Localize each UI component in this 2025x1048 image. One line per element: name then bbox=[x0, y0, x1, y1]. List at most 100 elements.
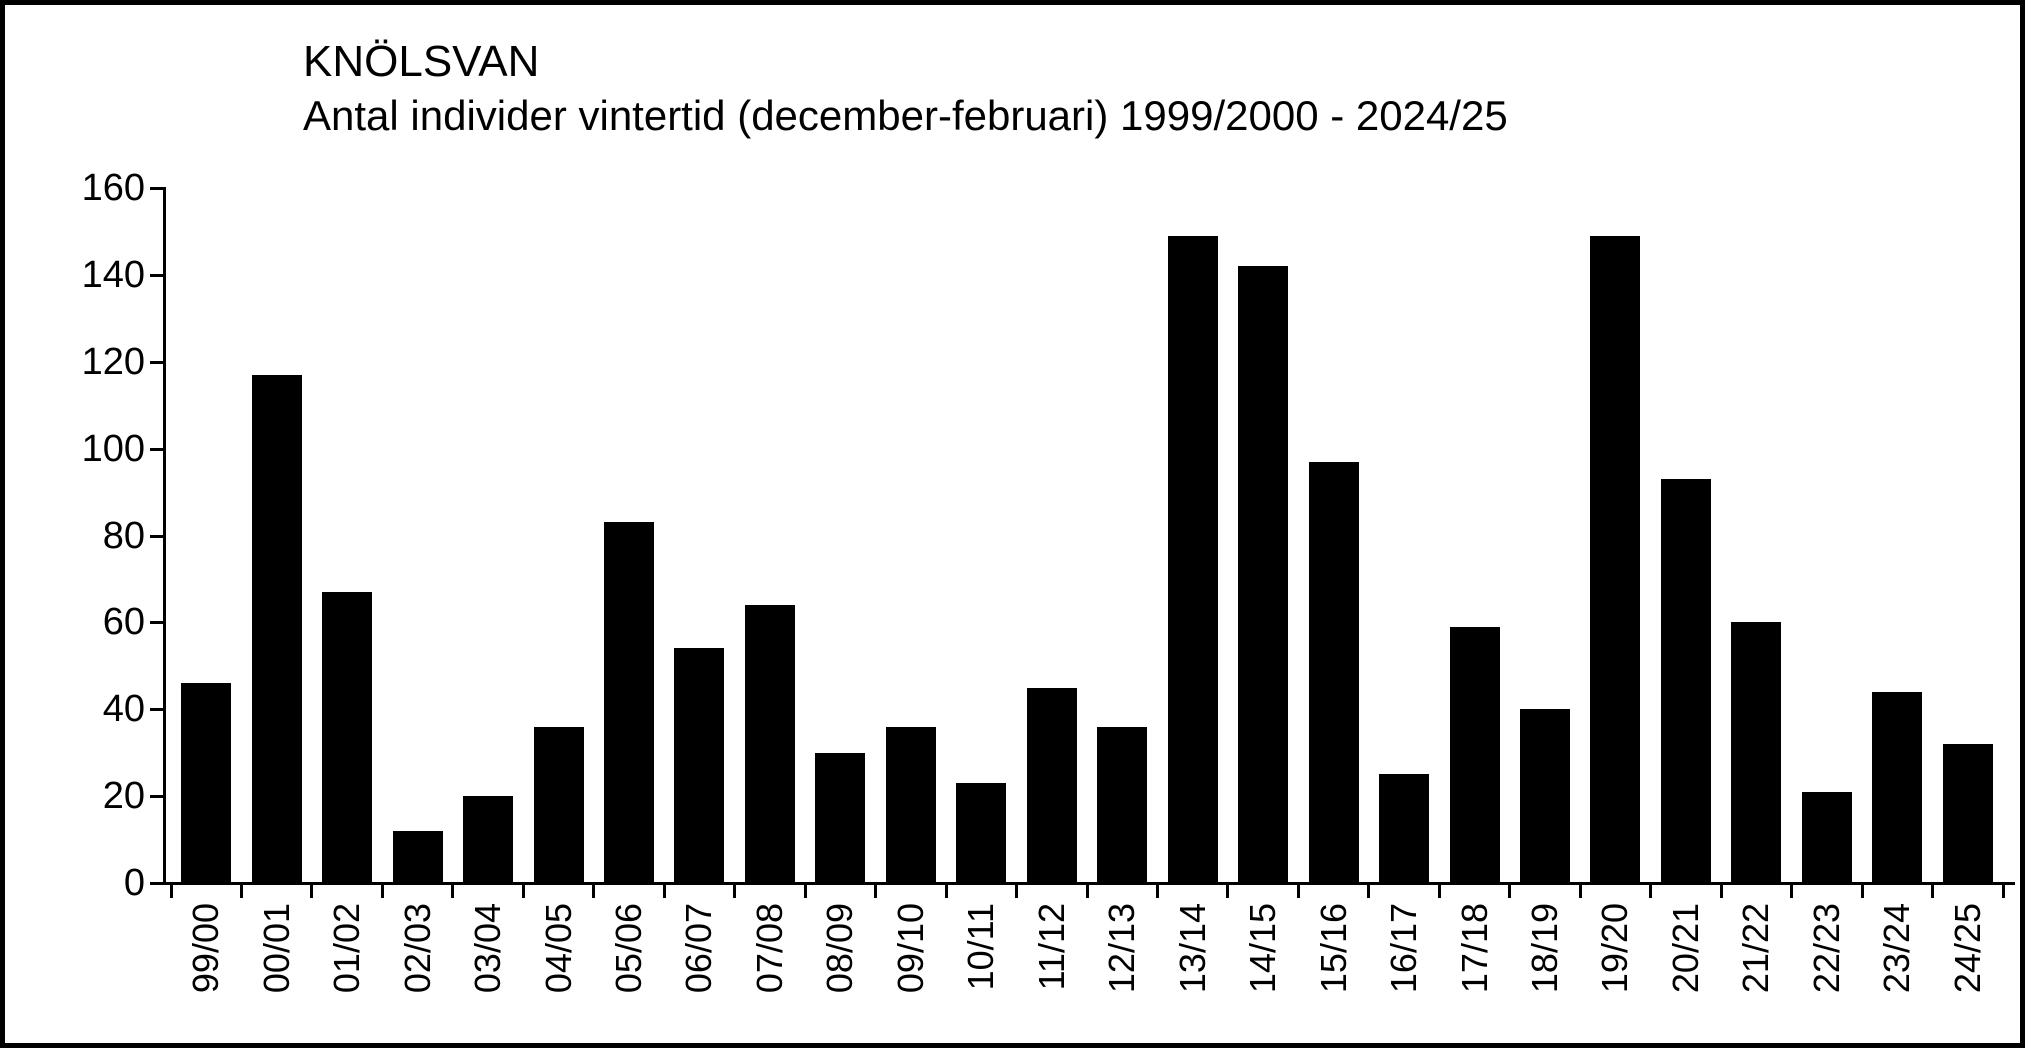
x-tick-mark bbox=[1367, 885, 1371, 898]
y-tick-mark bbox=[150, 621, 163, 625]
bar-02-03 bbox=[392, 830, 443, 883]
y-tick-mark bbox=[150, 795, 163, 799]
x-tick-mark bbox=[451, 885, 455, 898]
x-tick-label: 07/08 bbox=[745, 903, 795, 1028]
x-tick-mark bbox=[310, 885, 314, 898]
x-tick-mark bbox=[662, 885, 666, 898]
x-tick-mark bbox=[1155, 885, 1159, 898]
x-tick-label-text: 07/08 bbox=[748, 903, 790, 994]
x-tick-mark bbox=[803, 885, 807, 898]
y-tick-label: 0 bbox=[123, 862, 145, 904]
bar-14-15 bbox=[1238, 266, 1289, 883]
bar-03-04 bbox=[463, 796, 514, 883]
x-tick-mark bbox=[169, 885, 173, 898]
x-tick-label-text: 04/05 bbox=[537, 903, 579, 994]
x-tick-label: 10/11 bbox=[956, 903, 1006, 1028]
x-tick-label-text: 11/12 bbox=[1030, 903, 1072, 991]
x-tick-mark bbox=[1860, 885, 1864, 898]
x-tick-label: 99/00 bbox=[181, 903, 231, 1028]
title-block: KNÖLSVAN Antal individer vintertid (dece… bbox=[303, 35, 1508, 143]
x-tick-mark bbox=[1015, 885, 1019, 898]
x-tick-mark bbox=[592, 885, 596, 898]
x-tick-mark bbox=[1931, 885, 1935, 898]
x-tick-label: 05/06 bbox=[604, 903, 654, 1028]
x-tick-mark bbox=[1508, 885, 1512, 898]
x-tick-mark bbox=[874, 885, 878, 898]
x-tick-label: 04/05 bbox=[534, 903, 584, 1028]
bar-16-17 bbox=[1379, 774, 1430, 883]
bar-06-07 bbox=[674, 648, 725, 883]
x-tick-label-text: 09/10 bbox=[889, 903, 931, 994]
x-tick-label: 09/10 bbox=[886, 903, 936, 1028]
x-tick-label-text: 03/04 bbox=[467, 903, 509, 994]
x-tick-label-text: 14/15 bbox=[1242, 903, 1284, 994]
bar-04-05 bbox=[533, 726, 584, 883]
bar-24-25 bbox=[1942, 744, 1993, 883]
x-tick-mark bbox=[380, 885, 384, 898]
y-axis-line bbox=[163, 187, 166, 885]
x-tick-label-text: 18/19 bbox=[1524, 903, 1565, 994]
bar-23-24 bbox=[1872, 691, 1923, 883]
bar-00-01 bbox=[251, 374, 302, 883]
x-tick-label-text: 21/22 bbox=[1735, 903, 1777, 994]
x-tick-mark bbox=[1649, 885, 1653, 898]
x-tick-label: 20/21 bbox=[1661, 903, 1711, 1028]
bar-19-20 bbox=[1590, 235, 1641, 883]
x-tick-label: 13/14 bbox=[1168, 903, 1218, 1028]
x-tick-label: 11/12 bbox=[1027, 903, 1077, 1028]
bar-99-00 bbox=[181, 683, 232, 883]
x-tick-mark bbox=[239, 885, 243, 898]
y-tick-label: 40 bbox=[102, 688, 145, 731]
x-tick-mark bbox=[1437, 885, 1441, 898]
x-tick-label: 08/09 bbox=[815, 903, 865, 1028]
bar-17-18 bbox=[1449, 626, 1500, 883]
x-tick-label-text: 01/02 bbox=[326, 903, 368, 994]
y-tick-label: 20 bbox=[102, 775, 145, 818]
x-tick-label: 14/15 bbox=[1238, 903, 1288, 1028]
x-tick-label-text: 10/11 bbox=[960, 903, 1002, 991]
x-tick-label: 22/23 bbox=[1802, 903, 1852, 1028]
bar-20-21 bbox=[1660, 479, 1711, 883]
x-tick-mark bbox=[733, 885, 737, 898]
plot-area: 0 20 40 60 80 100 120 140 160 99/00 00/01 01/02 02/… bbox=[5, 5, 2020, 1043]
x-tick-label: 18/19 bbox=[1520, 903, 1570, 1028]
x-tick-label: 06/07 bbox=[674, 903, 724, 1028]
x-tick-mark bbox=[1226, 885, 1230, 898]
x-tick-label-text: 00/01 bbox=[255, 903, 297, 994]
chart-title: KNÖLSVAN bbox=[303, 37, 540, 86]
x-tick-label-text: 06/07 bbox=[678, 903, 720, 994]
y-tick-label: 140 bbox=[81, 253, 145, 296]
x-tick-label-text: 05/06 bbox=[608, 903, 649, 994]
x-tick-label: 21/22 bbox=[1731, 903, 1781, 1028]
y-tick-label: 160 bbox=[81, 167, 145, 209]
bar-13-14 bbox=[1167, 235, 1218, 883]
x-tick-label: 00/01 bbox=[252, 903, 302, 1028]
bar-08-09 bbox=[815, 752, 866, 883]
x-tick-mark bbox=[521, 885, 525, 898]
y-tick-mark bbox=[150, 360, 163, 364]
bar-10-11 bbox=[956, 783, 1007, 883]
x-tick-mark bbox=[944, 885, 948, 898]
x-tick-label-text: 16/17 bbox=[1383, 903, 1425, 994]
x-tick-label-text: 23/24 bbox=[1876, 903, 1918, 994]
x-tick-label: 24/25 bbox=[1943, 903, 1993, 1028]
x-tick-mark bbox=[1719, 885, 1723, 898]
y-tick-label: 80 bbox=[102, 514, 145, 557]
y-tick-mark bbox=[150, 273, 163, 277]
y-tick-mark bbox=[150, 534, 163, 538]
bar-18-19 bbox=[1519, 709, 1570, 883]
x-tick-label: 17/18 bbox=[1450, 903, 1500, 1028]
bar-09-10 bbox=[885, 726, 936, 883]
bar-05-06 bbox=[603, 522, 654, 883]
y-tick-label: 120 bbox=[81, 340, 145, 383]
x-tick-label-text: 15/16 bbox=[1312, 903, 1354, 994]
y-tick-label: 100 bbox=[81, 427, 145, 470]
x-tick-mark bbox=[2001, 885, 2005, 898]
x-tick-label-text: 02/03 bbox=[396, 903, 438, 994]
y-tick-mark bbox=[150, 708, 163, 712]
y-tick-mark bbox=[150, 447, 163, 451]
x-tick-mark bbox=[1790, 885, 1794, 898]
y-tick-label: 60 bbox=[102, 601, 145, 644]
x-tick-label-text: 22/23 bbox=[1805, 903, 1847, 994]
